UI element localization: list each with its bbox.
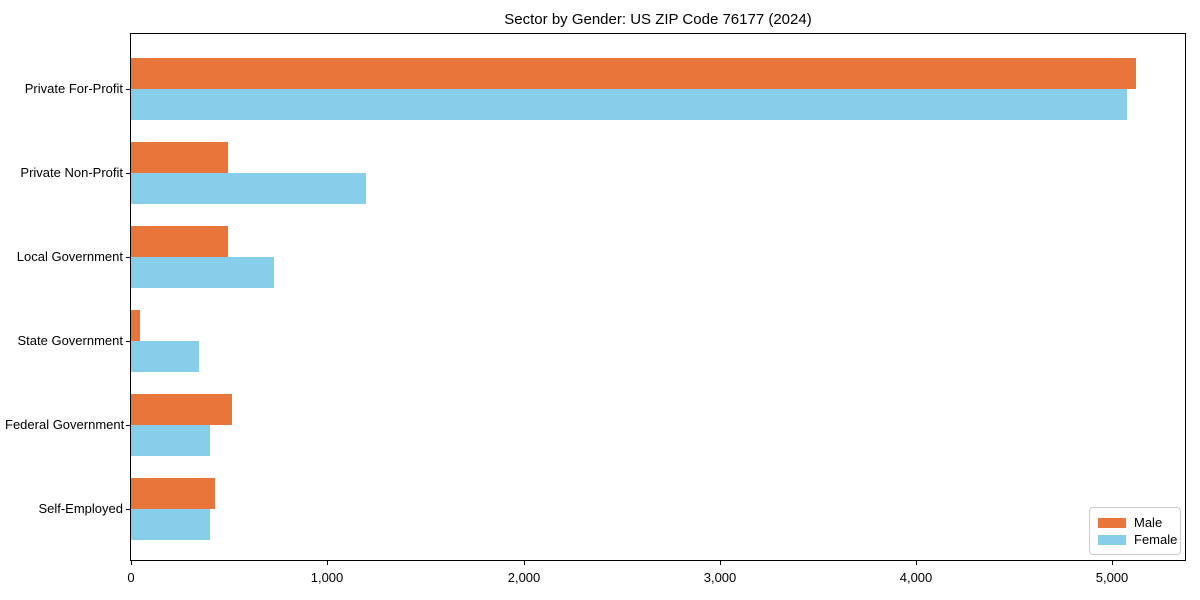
y-tick-mark (126, 173, 131, 174)
bar-female-self-employed (131, 509, 210, 540)
legend-swatch-female (1098, 534, 1126, 545)
y-tick-mark (126, 509, 131, 510)
x-tick-mark (916, 561, 917, 565)
bar-female-private-non-profit (131, 173, 366, 204)
bar-female-federal-government (131, 425, 210, 456)
x-tick-mark (131, 561, 132, 565)
plot-area: Private For-Profit Private Non-Profit Loca… (5, 33, 1186, 585)
x-tick-mark (524, 561, 525, 565)
bar-female-local-government (131, 257, 274, 288)
chart-title: Sector by Gender: US ZIP Code 76177 (202… (504, 11, 812, 28)
x-tick-mark (720, 561, 721, 565)
y-tick-mark (126, 89, 131, 90)
legend-label: Male (1134, 515, 1163, 530)
x-axis-label: 4,000 (899, 570, 933, 585)
legend-entry-female: Female (1098, 531, 1180, 548)
y-tick-mark (126, 341, 131, 342)
bar-male-local-government (131, 226, 228, 257)
legend-swatch-male (1098, 517, 1126, 528)
x-axis-label: 1,000 (310, 570, 344, 585)
bar-female-private-for-profit (131, 89, 1127, 120)
bar-female-state-government (131, 341, 199, 372)
y-axis-label: Local Government (16, 249, 123, 264)
x-axis-label: 2,000 (507, 570, 541, 585)
x-axis-label: 0 (127, 570, 135, 585)
y-tick-mark (126, 257, 131, 258)
y-tick-mark (126, 425, 131, 426)
legend-label: Female (1134, 532, 1178, 547)
y-axis-label: State Government (17, 333, 124, 348)
y-axis-label: Federal Government (5, 417, 125, 432)
y-axis-label: Private For-Profit (24, 81, 123, 96)
x-tick-mark (1112, 561, 1113, 565)
x-axis-label: 5,000 (1095, 570, 1129, 585)
bar-male-private-non-profit (131, 142, 228, 173)
bar-male-private-for-profit (131, 58, 1136, 89)
bar-male-state-government (131, 310, 140, 341)
y-axis-label: Self-Employed (38, 501, 123, 516)
bar-male-federal-government (131, 394, 232, 425)
x-axis-label: 3,000 (703, 570, 737, 585)
x-tick-mark (327, 561, 328, 565)
bar-male-self-employed (131, 478, 215, 509)
legend: Male Female (1089, 507, 1181, 555)
y-axis-label: Private Non-Profit (20, 165, 123, 180)
legend-entry-male: Male (1098, 514, 1180, 531)
